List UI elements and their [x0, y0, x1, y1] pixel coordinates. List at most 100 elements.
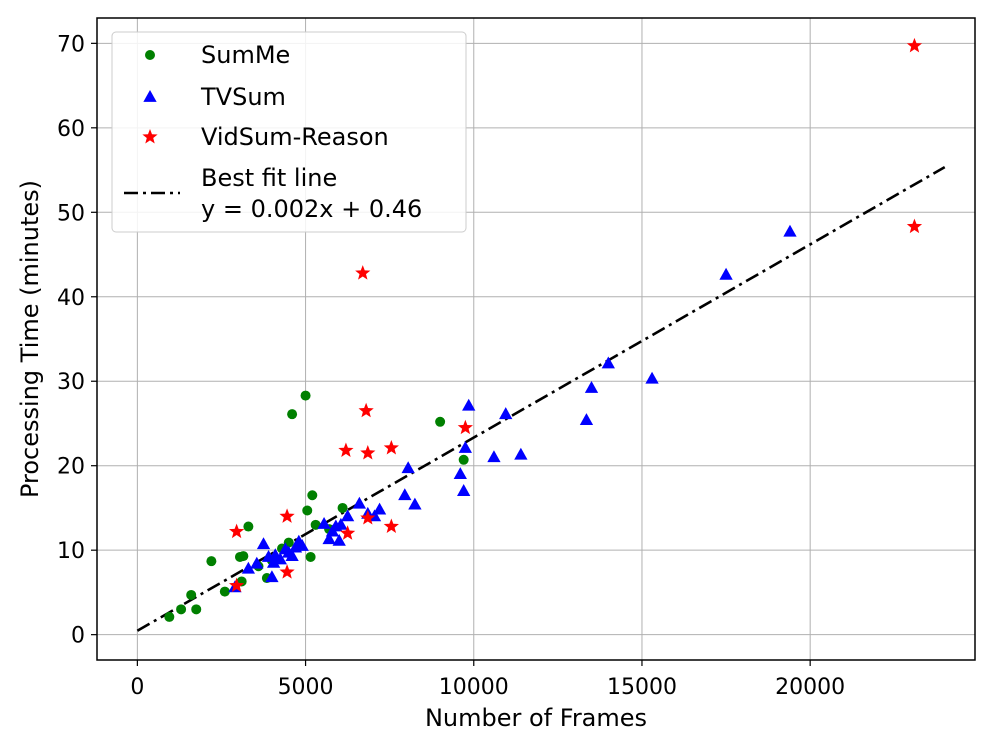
x-axis-label: Number of Frames [425, 704, 647, 732]
point-vidsum-reason [355, 265, 371, 280]
x-ticks: 0 5000 10000 15000 20000 [130, 660, 845, 700]
series-tvsum [228, 224, 797, 593]
point-vidsum-reason [279, 564, 295, 579]
point-vidsum-reason [360, 510, 376, 525]
point-summe [243, 521, 254, 532]
point-summe [191, 604, 202, 615]
y-tick-label: 20 [57, 455, 85, 480]
x-tick-label: 0 [130, 675, 144, 700]
y-tick-label: 50 [57, 201, 85, 226]
point-summe [337, 502, 348, 513]
point-tvsum [295, 538, 309, 551]
point-summe [305, 551, 316, 562]
point-vidsum-reason [358, 402, 374, 418]
point-tvsum [462, 398, 476, 411]
point-tvsum [334, 517, 348, 530]
point-tvsum [458, 440, 473, 453]
x-tick-label: 15000 [607, 675, 677, 700]
point-tvsum [408, 497, 422, 510]
point-tvsum [273, 552, 287, 565]
x-tick-label: 10000 [439, 675, 509, 700]
point-tvsum [322, 532, 336, 545]
point-tvsum [645, 371, 659, 384]
legend-marker-vidsum-reason [142, 129, 158, 144]
point-summe [300, 390, 311, 401]
y-ticks: 0 10 20 30 40 50 60 70 [57, 32, 97, 649]
point-vidsum-reason [906, 37, 923, 53]
series-vidsum-reason [229, 37, 923, 593]
point-tvsum [250, 556, 264, 569]
point-summe [164, 611, 175, 622]
point-summe [307, 490, 318, 501]
point-tvsum [398, 488, 412, 501]
point-vidsum-reason [383, 518, 399, 533]
legend-marker-vidsum-reason [142, 129, 158, 144]
point-vidsum-reason [279, 508, 295, 523]
point-tvsum [453, 467, 467, 480]
point-vidsum-reason [338, 442, 354, 457]
point-vidsum-reason [457, 419, 473, 435]
y-tick-label: 0 [71, 624, 85, 649]
point-summe [238, 551, 249, 562]
point-summe [219, 586, 230, 597]
point-vidsum-reason [340, 525, 356, 540]
legend-box [111, 31, 467, 233]
point-tvsum [317, 516, 331, 529]
point-vidsum-reason [383, 439, 399, 455]
point-tvsum [266, 555, 281, 568]
best-fit-line [136, 165, 946, 632]
legend: SumMe TVSum VidSum-Reason Best fit line … [111, 31, 467, 233]
point-tvsum [340, 509, 355, 522]
point-tvsum [783, 224, 797, 237]
point-summe [435, 416, 446, 427]
x-tick-label: 20000 [775, 675, 845, 700]
point-tvsum [332, 533, 346, 546]
legend-marker-summe [145, 50, 155, 60]
legend-marker-summe [145, 50, 155, 60]
plot-frame [96, 17, 976, 661]
legend-label-fit-line: Best fit line [201, 164, 337, 192]
point-vidsum-reason [360, 445, 376, 460]
legend-label-fit-equation: y = 0.002x + 0.46 [201, 195, 422, 223]
point-tvsum [457, 484, 471, 496]
point-tvsum [352, 496, 367, 509]
y-tick-label: 30 [57, 370, 85, 395]
point-tvsum [256, 537, 271, 550]
legend-label-tvsum: TVSum [200, 83, 286, 111]
point-summe [287, 409, 298, 420]
point-tvsum [601, 356, 615, 369]
y-tick-label: 10 [57, 539, 85, 564]
point-tvsum [499, 407, 513, 420]
point-tvsum [719, 267, 733, 280]
y-tick-label: 60 [57, 117, 85, 142]
point-summe [206, 556, 217, 567]
point-tvsum [265, 570, 279, 583]
legend-marker-tvsum [143, 90, 157, 102]
point-tvsum [514, 447, 528, 460]
point-summe [176, 604, 187, 615]
y-tick-label: 40 [57, 286, 85, 311]
x-tick-label: 5000 [278, 675, 334, 700]
legend-label-summe: SumMe [201, 41, 290, 69]
point-tvsum [372, 502, 387, 515]
point-summe [302, 505, 313, 516]
point-summe [310, 519, 321, 530]
y-tick-label: 70 [57, 32, 85, 57]
data-points [164, 37, 923, 622]
legend-marker-tvsum [143, 90, 157, 102]
series-summe [164, 390, 469, 622]
point-vidsum-reason [229, 577, 245, 593]
point-tvsum [241, 561, 256, 574]
legend-label-vidsum-reason: VidSum-Reason [201, 123, 389, 151]
point-tvsum [579, 413, 594, 425]
point-tvsum [285, 549, 299, 561]
point-summe [458, 454, 469, 465]
point-tvsum [401, 461, 415, 474]
y-axis-label: Processing Time (minutes) [16, 180, 44, 498]
point-tvsum [584, 380, 599, 393]
point-vidsum-reason [229, 523, 245, 539]
point-summe [186, 589, 197, 600]
fit-line-group [136, 165, 946, 632]
point-vidsum-reason [906, 218, 923, 234]
